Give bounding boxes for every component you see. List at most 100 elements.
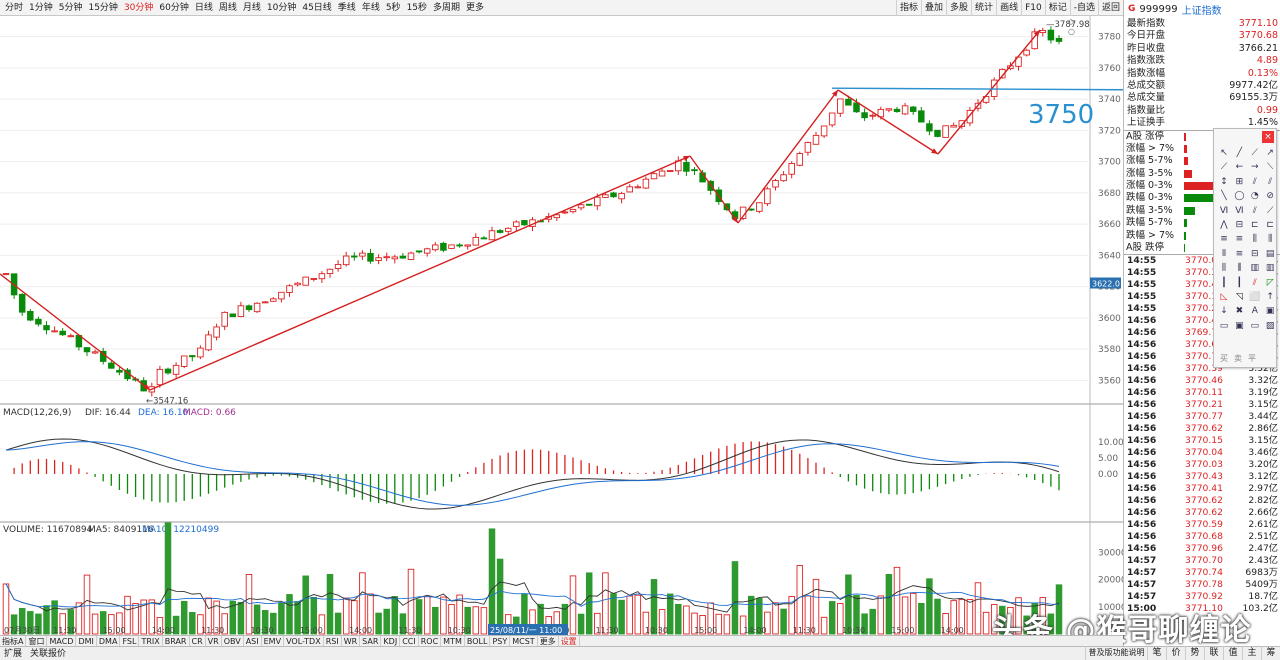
drawing-tool-icon[interactable]: ▣: [1232, 320, 1246, 333]
tool-button-5[interactable]: F10: [1021, 0, 1045, 16]
period-tab-14[interactable]: 15秒: [404, 0, 430, 16]
tool-button-4[interactable]: 画线: [996, 0, 1021, 16]
drawing-tool-icon[interactable]: ↗: [1263, 147, 1277, 160]
indicator-tab-13[interactable]: VOL-TDX: [284, 636, 324, 647]
tool-button-6[interactable]: 标记: [1045, 0, 1070, 16]
indicator-tab-2[interactable]: MACD: [47, 636, 76, 647]
period-tab-16[interactable]: 更多: [463, 0, 487, 16]
period-tab-2[interactable]: 5分钟: [56, 0, 86, 16]
tab-main[interactable]: 主: [1242, 646, 1261, 660]
period-tab-7[interactable]: 周线: [216, 0, 240, 16]
buy-button[interactable]: 买: [1220, 353, 1228, 364]
drawing-tool-icon[interactable]: A: [1248, 305, 1262, 318]
drawing-tool-icon[interactable]: ↖: [1217, 147, 1231, 160]
indicator-tab-22[interactable]: PSY: [490, 636, 510, 647]
feature-help-link[interactable]: 普及版功能说明: [1085, 646, 1147, 660]
drawing-tool-icon[interactable]: ┃: [1232, 277, 1246, 290]
period-tab-1[interactable]: 1分钟: [26, 0, 56, 16]
period-tab-3[interactable]: 15分钟: [85, 0, 120, 16]
period-tab-0[interactable]: 分时: [2, 0, 26, 16]
drawing-tool-icon[interactable]: ⟍: [1263, 161, 1277, 174]
drawing-tool-icon[interactable]: ⬜: [1248, 291, 1262, 304]
security-name[interactable]: 上证指数: [1182, 2, 1222, 17]
tab-bi[interactable]: 笔: [1147, 646, 1166, 660]
drawing-tool-icon[interactable]: ◔: [1248, 190, 1262, 203]
indicator-tab-9[interactable]: VR: [206, 636, 222, 647]
tool-button-2[interactable]: 多股: [946, 0, 971, 16]
drawing-tool-icon[interactable]: ⫽: [1248, 277, 1262, 290]
indicator-tab-12[interactable]: EMV: [262, 636, 284, 647]
drawing-tool-icon[interactable]: ✖: [1232, 305, 1246, 318]
indicator-tab-14[interactable]: RSI: [324, 636, 342, 647]
tab-chips[interactable]: 筹: [1261, 646, 1280, 660]
drawing-tool-icon[interactable]: ↕: [1217, 176, 1231, 189]
indicator-tab-24[interactable]: 更多: [538, 636, 559, 647]
period-tab-8[interactable]: 月线: [240, 0, 264, 16]
drawing-tool-icon[interactable]: ⫴: [1217, 248, 1231, 261]
drawing-tool-icon[interactable]: ←: [1232, 161, 1246, 174]
drawing-tool-icon[interactable]: ◺: [1217, 291, 1231, 304]
drawing-tool-icon[interactable]: ⊞: [1232, 176, 1246, 189]
indicator-tab-16[interactable]: SAR: [360, 636, 381, 647]
drawing-tool-icon[interactable]: ▥: [1263, 262, 1277, 275]
period-tab-13[interactable]: 5秒: [383, 0, 404, 16]
expand-button[interactable]: 扩展: [0, 647, 26, 660]
drawing-tool-icon[interactable]: ⫼: [1263, 233, 1277, 246]
drawing-tool-icon[interactable]: ╲: [1217, 190, 1231, 203]
drawing-tool-icon[interactable]: ⊟: [1232, 219, 1246, 232]
indicator-tab-6[interactable]: TRIX: [139, 636, 162, 647]
period-tab-9[interactable]: 10分钟: [264, 0, 299, 16]
period-tab-10[interactable]: 45日线: [299, 0, 334, 16]
sell-button[interactable]: 卖: [1234, 353, 1242, 364]
drawing-tool-icon[interactable]: ▥: [1248, 262, 1262, 275]
drawing-tool-icon[interactable]: →: [1248, 161, 1262, 174]
drawing-tool-icon[interactable]: ⫼: [1232, 262, 1246, 275]
period-tab-4[interactable]: 30分钟: [121, 0, 156, 16]
tab-price[interactable]: 价: [1166, 646, 1185, 660]
tool-button-7[interactable]: -自选: [1070, 0, 1098, 16]
drawing-tool-icon[interactable]: ⊟: [1248, 248, 1262, 261]
period-tab-5[interactable]: 60分钟: [156, 0, 191, 16]
period-tab-12[interactable]: 年线: [359, 0, 383, 16]
indicator-tab-20[interactable]: MTM: [441, 636, 465, 647]
drawing-tool-icon[interactable]: ▨: [1263, 320, 1277, 333]
indicator-tab-8[interactable]: CR: [190, 636, 206, 647]
drawing-tool-icon[interactable]: ⫽: [1248, 205, 1262, 218]
drawing-tool-icon[interactable]: ╱: [1232, 147, 1246, 160]
indicator-tab-0[interactable]: 指标A: [0, 636, 26, 647]
period-tab-11[interactable]: 季线: [335, 0, 359, 16]
drawing-tool-icon[interactable]: ↑: [1263, 291, 1277, 304]
related-quote-button[interactable]: 关联报价: [26, 647, 70, 660]
drawing-tool-icon[interactable]: ⊘: [1263, 190, 1277, 203]
tool-button-1[interactable]: 叠加: [921, 0, 946, 16]
drawing-tool-icon[interactable]: ⫽: [1263, 176, 1277, 189]
drawing-tool-icon[interactable]: ⋀: [1217, 219, 1231, 232]
period-tab-15[interactable]: 多周期: [430, 0, 463, 16]
indicator-tab-1[interactable]: 窗口: [26, 636, 47, 647]
drawing-tool-icon[interactable]: ⟋: [1263, 205, 1277, 218]
indicator-tab-10[interactable]: OBV: [222, 636, 244, 647]
drawing-tool-icon[interactable]: ⟋: [1248, 147, 1262, 160]
indicator-tab-18[interactable]: CCI: [400, 636, 419, 647]
drawing-tool-icon[interactable]: ≡: [1217, 233, 1231, 246]
drawing-tool-icon[interactable]: ◯: [1232, 190, 1246, 203]
indicator-tab-23[interactable]: MCST: [510, 636, 537, 647]
drawing-tool-icon[interactable]: ┃: [1217, 277, 1231, 290]
indicator-tab-5[interactable]: FSL: [120, 636, 139, 647]
drawing-tool-icon[interactable]: ⟋: [1217, 161, 1231, 174]
drawing-tool-icon[interactable]: ◹: [1232, 291, 1246, 304]
indicator-tab-4[interactable]: DMA: [97, 636, 121, 647]
tab-value[interactable]: 值: [1223, 646, 1242, 660]
tab-trend[interactable]: 势: [1185, 646, 1204, 660]
drawing-tool-icon[interactable]: ≡: [1232, 248, 1246, 261]
close-icon[interactable]: ×: [1262, 131, 1274, 143]
drawing-tool-icon[interactable]: ▭: [1217, 320, 1231, 333]
close-position-button[interactable]: 平: [1248, 353, 1256, 364]
drawing-tool-icon[interactable]: ◸: [1263, 277, 1277, 290]
drawing-tool-icon[interactable]: ⊏: [1263, 219, 1277, 232]
indicator-tab-25[interactable]: 设置: [559, 636, 580, 647]
kline-chart[interactable]: 3780376037403720370036803660364036203600…: [0, 16, 1123, 646]
tool-button-3[interactable]: 统计: [971, 0, 996, 16]
tool-button-0[interactable]: 指标: [896, 0, 921, 16]
drawing-tool-icon[interactable]: ⫼: [1248, 233, 1262, 246]
